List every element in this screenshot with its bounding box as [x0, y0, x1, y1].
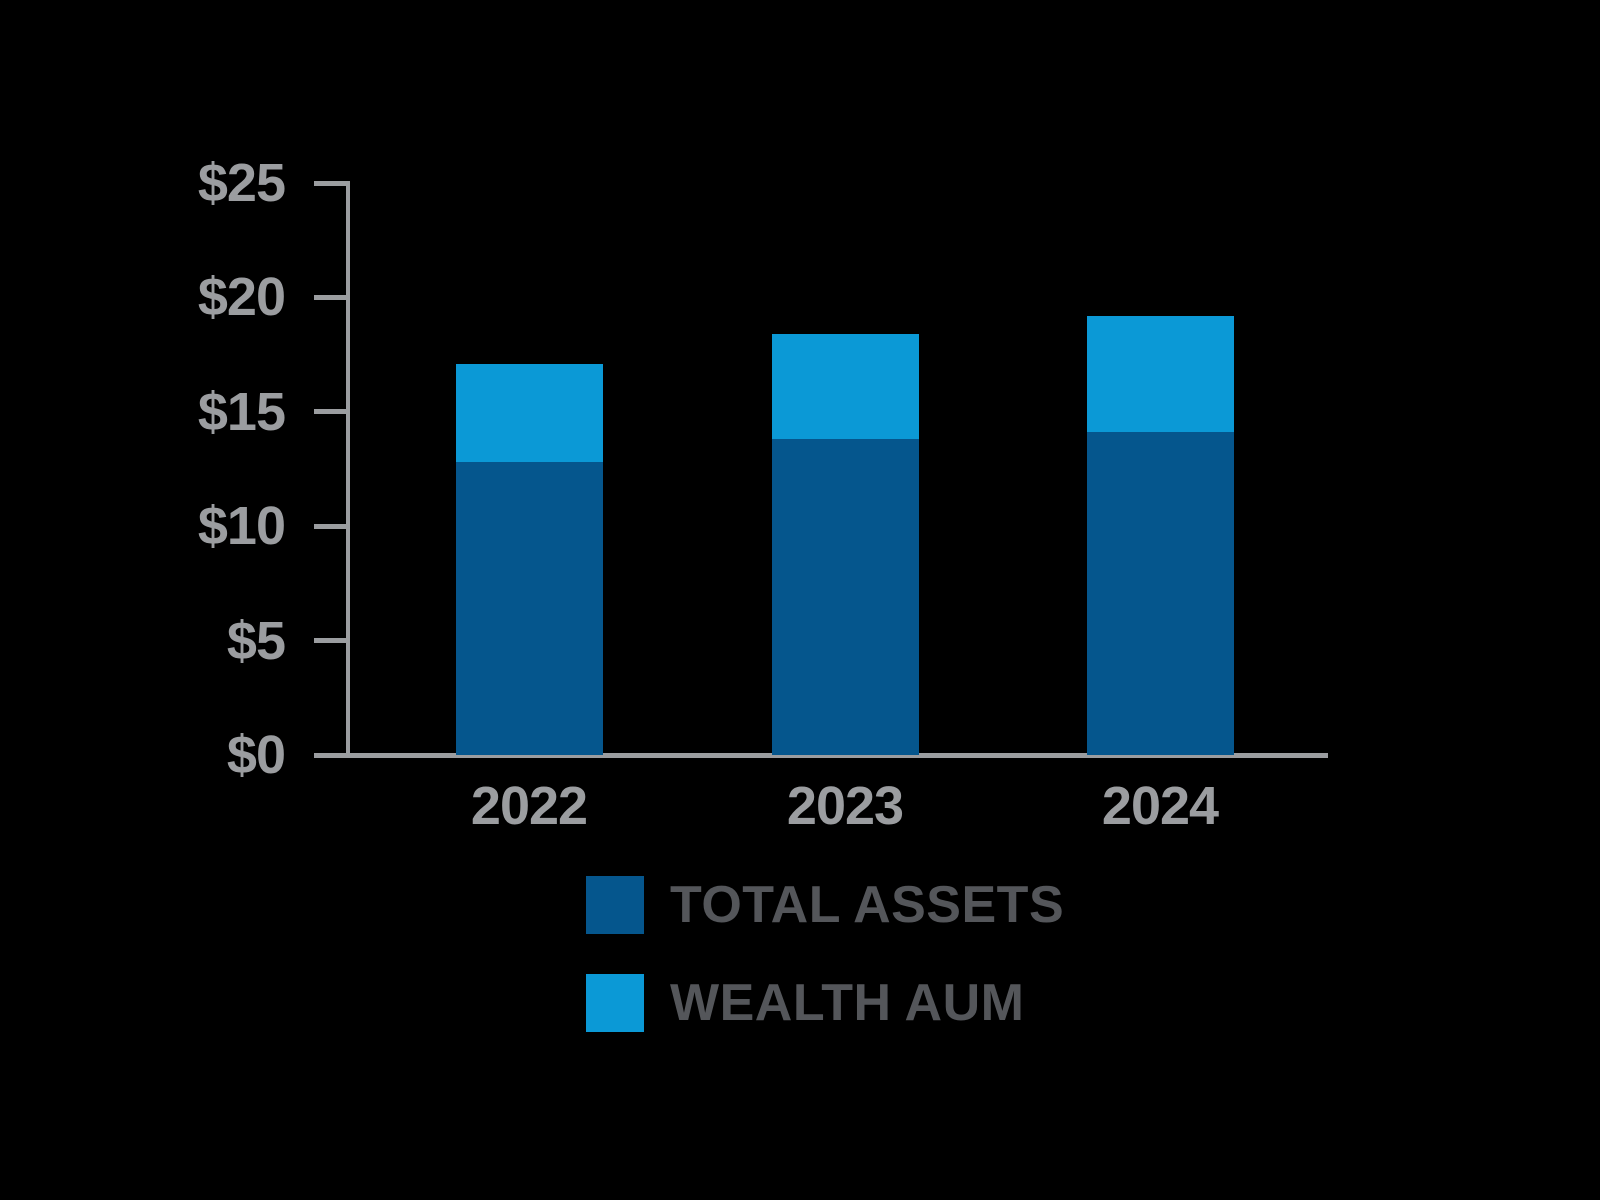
y-tick--10: [314, 523, 346, 529]
bar-2022-segment-wealth-aum: [455, 363, 603, 463]
legend-item-wealth-aum: WEALTH AUM: [586, 974, 1064, 1032]
y-tick-label--10: $10: [197, 496, 286, 557]
y-tick--20: [314, 294, 346, 300]
x-label-2024: 2024: [1101, 776, 1219, 836]
x-axis-line: [314, 753, 1328, 758]
bar-2024-segment-wealth-aum: [1086, 315, 1234, 433]
y-axis-line: [346, 181, 350, 757]
y-tick-label--20: $20: [197, 267, 286, 328]
legend-swatch-wealth-aum: [586, 974, 644, 1032]
legend: TOTAL ASSETS WEALTH AUM: [586, 876, 1064, 1032]
y-tick--5: [314, 638, 346, 644]
legend-swatch-total-assets: [586, 876, 644, 934]
bar-2022-segment-total-assets: [455, 462, 603, 755]
x-label-2022: 2022: [470, 776, 588, 836]
bar-2024-segment-total-assets: [1086, 432, 1234, 755]
x-label-2023: 2023: [786, 776, 904, 836]
bar-2023-segment-total-assets: [771, 439, 919, 755]
legend-label-wealth-aum: WEALTH AUM: [670, 974, 1025, 1032]
y-tick-label--15: $15: [197, 381, 286, 442]
y-tick-label--5: $5: [226, 610, 286, 671]
y-tick-label--0: $0: [226, 725, 286, 785]
legend-label-total-assets: TOTAL ASSETS: [670, 876, 1065, 934]
y-tick--15: [314, 409, 346, 415]
bar-2023-segment-wealth-aum: [771, 334, 919, 440]
legend-item-total-assets: TOTAL ASSETS: [586, 876, 1064, 934]
y-tick--25: [314, 180, 346, 186]
y-tick-label--25: $25: [197, 153, 286, 213]
